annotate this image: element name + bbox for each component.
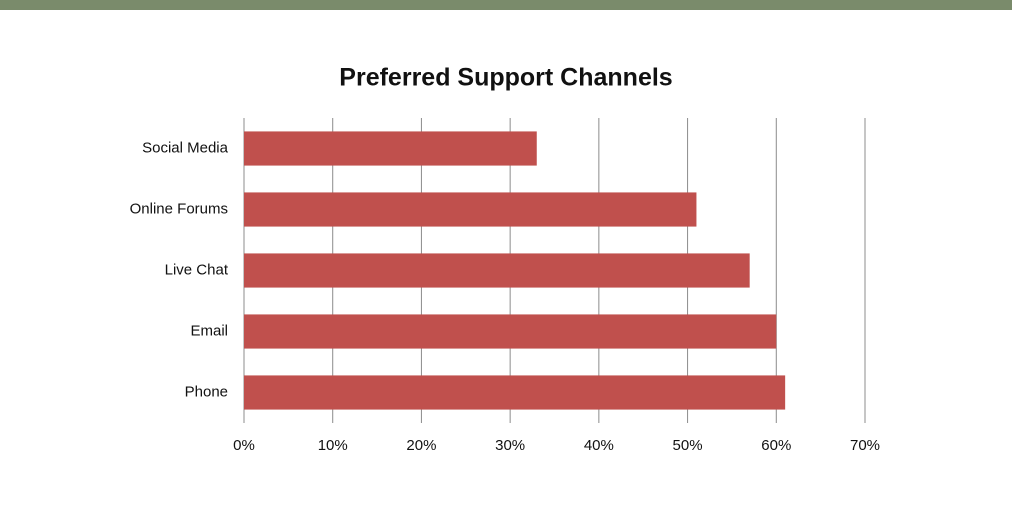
chart-title: Preferred Support Channels: [339, 64, 672, 92]
x-tick-label: 70%: [850, 437, 880, 454]
bar: [244, 253, 750, 288]
bar: [244, 314, 777, 349]
x-tick-label: 20%: [406, 437, 436, 454]
x-tick-label: 50%: [673, 437, 703, 454]
x-tick-label: 0%: [233, 437, 255, 454]
y-tick-label: Live Chat: [165, 261, 229, 278]
x-tick-label: 40%: [584, 437, 614, 454]
bar: [244, 375, 786, 410]
bar: [244, 192, 697, 227]
y-tick-label: Social Media: [142, 139, 229, 156]
y-tick-label: Phone: [185, 383, 228, 400]
y-tick-label: Email: [190, 322, 228, 339]
bar: [244, 131, 537, 166]
y-tick-label: Online Forums: [130, 200, 228, 217]
top-band: [0, 0, 1012, 10]
x-tick-label: 60%: [761, 437, 791, 454]
x-tick-label: 30%: [495, 437, 525, 454]
x-tick-label: 10%: [318, 437, 348, 454]
